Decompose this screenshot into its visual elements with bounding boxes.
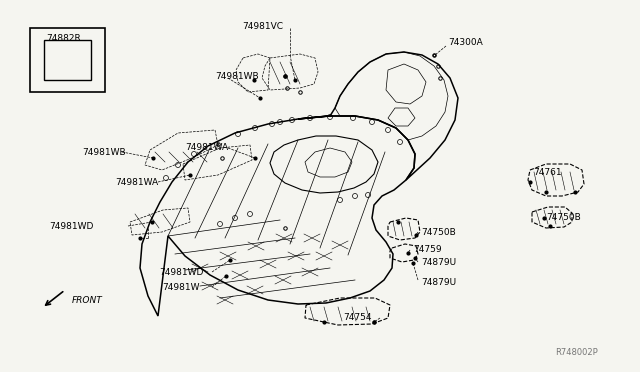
Text: 74981WB: 74981WB	[82, 148, 125, 157]
Text: 74879U: 74879U	[421, 278, 456, 287]
Text: 74754: 74754	[343, 313, 371, 322]
Text: 74750B: 74750B	[546, 213, 580, 222]
Text: 74981WD: 74981WD	[159, 268, 204, 277]
Text: 74981WA: 74981WA	[115, 178, 158, 187]
Text: 74300A: 74300A	[448, 38, 483, 47]
Text: 74879U: 74879U	[421, 258, 456, 267]
Text: 74750B: 74750B	[421, 228, 456, 237]
Text: 74759: 74759	[413, 245, 442, 254]
Text: R748002P: R748002P	[555, 348, 598, 357]
Text: FRONT: FRONT	[72, 296, 103, 305]
Text: 74882R: 74882R	[46, 34, 81, 43]
Text: 74981WD: 74981WD	[49, 222, 93, 231]
Text: 74981VC: 74981VC	[242, 22, 283, 31]
Text: 74981WB: 74981WB	[215, 72, 259, 81]
Text: 74981WA: 74981WA	[185, 143, 228, 152]
Text: 74981W: 74981W	[162, 283, 200, 292]
Text: 74761: 74761	[533, 168, 562, 177]
